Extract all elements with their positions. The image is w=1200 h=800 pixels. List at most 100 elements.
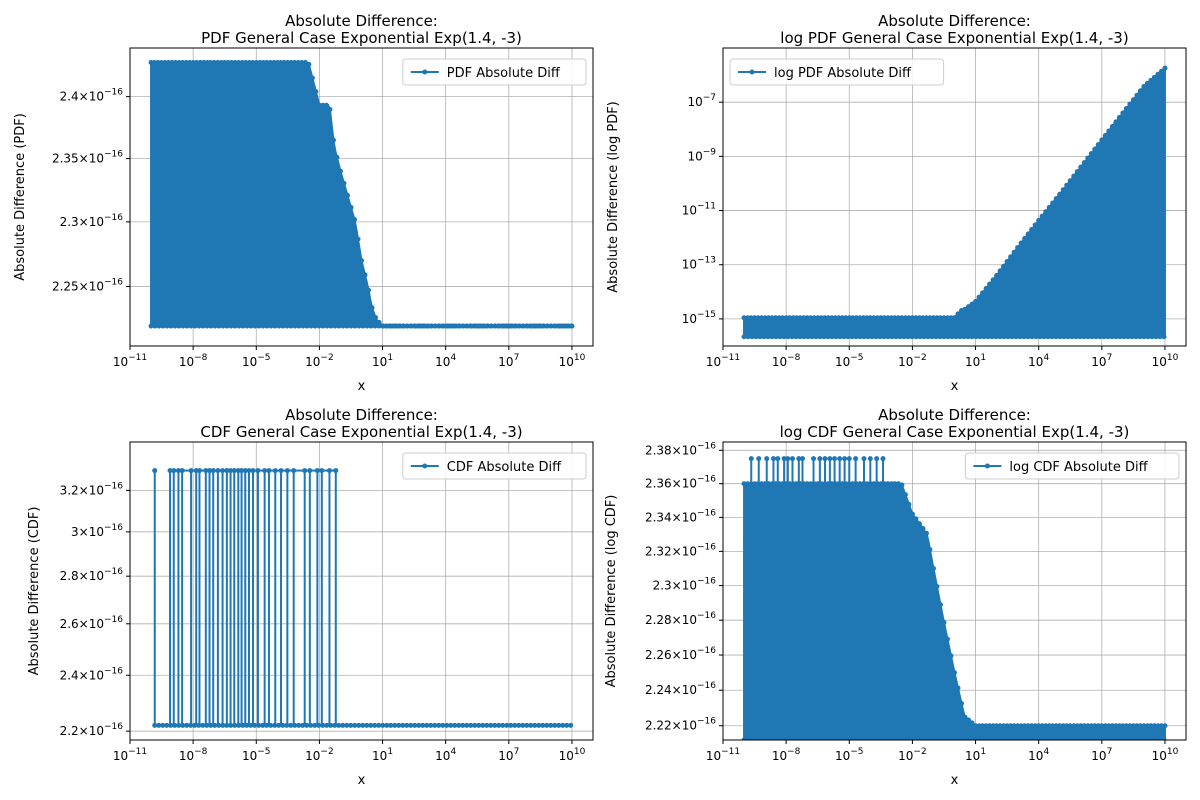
chart-1-base-marker <box>1069 334 1075 340</box>
chart-3-marker-38 <box>808 481 814 487</box>
chart-3-base-marker <box>849 737 855 740</box>
chart-3-xtick-label-5: 104 <box>1028 747 1049 763</box>
chart-3-base-marker <box>1069 737 1075 740</box>
chart-3-spike-marker-6 <box>785 456 791 462</box>
chart-2-xtick-label-7: 1010 <box>559 747 586 763</box>
chart-0-base-marker <box>552 323 558 329</box>
chart-3-base-marker <box>1101 737 1107 740</box>
chart-1-base-marker <box>781 334 787 340</box>
chart-0-base-marker <box>292 323 298 329</box>
chart-1-base-marker <box>1157 334 1163 340</box>
chart-3-marker-112 <box>937 602 943 608</box>
chart-3-base-marker <box>865 737 871 740</box>
chart-0-base-marker <box>336 323 342 329</box>
chart-3-base-marker <box>877 737 883 740</box>
chart-0-marker-34 <box>208 60 214 66</box>
chart-3-base-marker <box>1041 737 1047 740</box>
chart-1-legend-box <box>729 58 945 86</box>
chart-2-base-marker <box>384 722 390 728</box>
chart-1-marker-158 <box>1018 240 1024 246</box>
chart-0-xtick-label-4: 101 <box>372 353 393 369</box>
chart-0-base-marker <box>376 323 382 329</box>
chart-3-base-marker <box>833 737 839 740</box>
chart-3-marker-188 <box>1071 723 1077 729</box>
chart-0-legend-label: PDF Absolute Diff <box>447 66 561 81</box>
chart-3-base-marker <box>1109 737 1115 740</box>
chart-3-spike-marker-17 <box>846 456 852 462</box>
chart-1-base-marker <box>977 334 983 340</box>
chart-2-base-marker <box>296 722 302 728</box>
chart-3-marker-2 <box>745 481 751 487</box>
chart-3-base-marker <box>805 737 811 740</box>
chart-1-marker-68 <box>860 315 866 321</box>
chart-1-marker-72 <box>867 315 873 321</box>
chart-2-base-marker <box>544 722 550 728</box>
chart-1-marker-122 <box>955 311 961 317</box>
chart-3-base-marker <box>1161 737 1167 740</box>
chart-1-base-marker <box>941 334 947 340</box>
chart-2-base-marker <box>480 722 486 728</box>
chart-3-spike-marker-3 <box>770 456 776 462</box>
chart-1-marker-232 <box>1148 77 1154 83</box>
chart-1-base-marker <box>1093 334 1099 340</box>
chart-3-base-marker <box>1153 737 1159 740</box>
chart-1-base-marker <box>1025 334 1031 340</box>
chart-0-base-marker <box>244 323 250 329</box>
chart-1-marker-70 <box>864 315 870 321</box>
chart-1-marker-194 <box>1081 160 1087 166</box>
chart-0-base-marker <box>424 323 430 329</box>
chart-1-marker-104 <box>923 315 929 321</box>
chart-1-marker-190 <box>1074 169 1080 175</box>
chart-0-xtick-label-3: 10−2 <box>305 353 334 369</box>
chart-1-marker-164 <box>1029 227 1035 233</box>
chart-3-marker-178 <box>1053 723 1059 729</box>
chart-1-marker-34 <box>801 315 807 321</box>
chart-2-base-marker <box>520 722 526 728</box>
chart-1-base-marker <box>1161 334 1167 340</box>
chart-1-marker-60 <box>846 315 852 321</box>
chart-1-base-marker <box>1085 334 1091 340</box>
chart-0-marker-84 <box>295 60 301 66</box>
chart-0-base-marker <box>216 323 222 329</box>
chart-1-marker-76 <box>874 315 880 321</box>
chart-1-marker-20 <box>776 315 782 321</box>
chart-3-marker-168 <box>1036 723 1042 729</box>
chart-0-base-marker <box>488 323 494 329</box>
chart-1-base-marker <box>945 334 951 340</box>
chart-3-spike-marker-13 <box>827 456 833 462</box>
chart-0-base-marker <box>184 323 190 329</box>
chart-1-marker-214 <box>1116 114 1122 120</box>
chart-3-marker-92 <box>902 492 908 498</box>
chart-3-marker-144 <box>994 723 1000 729</box>
chart-0-base-marker <box>240 323 246 329</box>
chart-2-base-marker <box>448 722 454 728</box>
chart-3-marker-96 <box>909 511 915 517</box>
chart-1-base-marker <box>1097 334 1103 340</box>
chart-0-marker-116 <box>351 217 357 223</box>
chart-1-base-marker <box>949 334 955 340</box>
chart-3-base-marker <box>741 737 747 740</box>
chart-2-base-marker <box>156 722 162 728</box>
chart-3-marker-220 <box>1127 723 1133 729</box>
chart-3-base-marker <box>1085 737 1091 740</box>
chart-0-title: Absolute Difference: <box>285 12 438 30</box>
chart-3-legend-box <box>964 452 1180 480</box>
chart-1-base-marker <box>1117 334 1123 340</box>
chart-0-base-marker <box>248 323 254 329</box>
chart-1-base-marker <box>929 334 935 340</box>
chart-1-marker-26 <box>787 315 793 321</box>
chart-1-marker-168 <box>1036 217 1042 223</box>
chart-1-marker-224 <box>1134 92 1140 98</box>
chart-1-base-marker <box>1017 334 1023 340</box>
chart-1-marker-222 <box>1130 97 1136 103</box>
chart-3-legend: log CDF Absolute Diff <box>964 452 1180 480</box>
chart-1-marker-206 <box>1102 133 1108 139</box>
chart-0-marker-76 <box>281 60 287 66</box>
chart-3-base-marker <box>801 737 807 740</box>
chart-3-base-marker <box>1089 737 1095 740</box>
chart-3-base-marker <box>1013 737 1019 740</box>
chart-1-base-marker <box>749 334 755 340</box>
chart-2-base-marker <box>276 722 282 728</box>
chart-3-base-marker <box>869 737 875 740</box>
chart-2-base-marker <box>456 722 462 728</box>
